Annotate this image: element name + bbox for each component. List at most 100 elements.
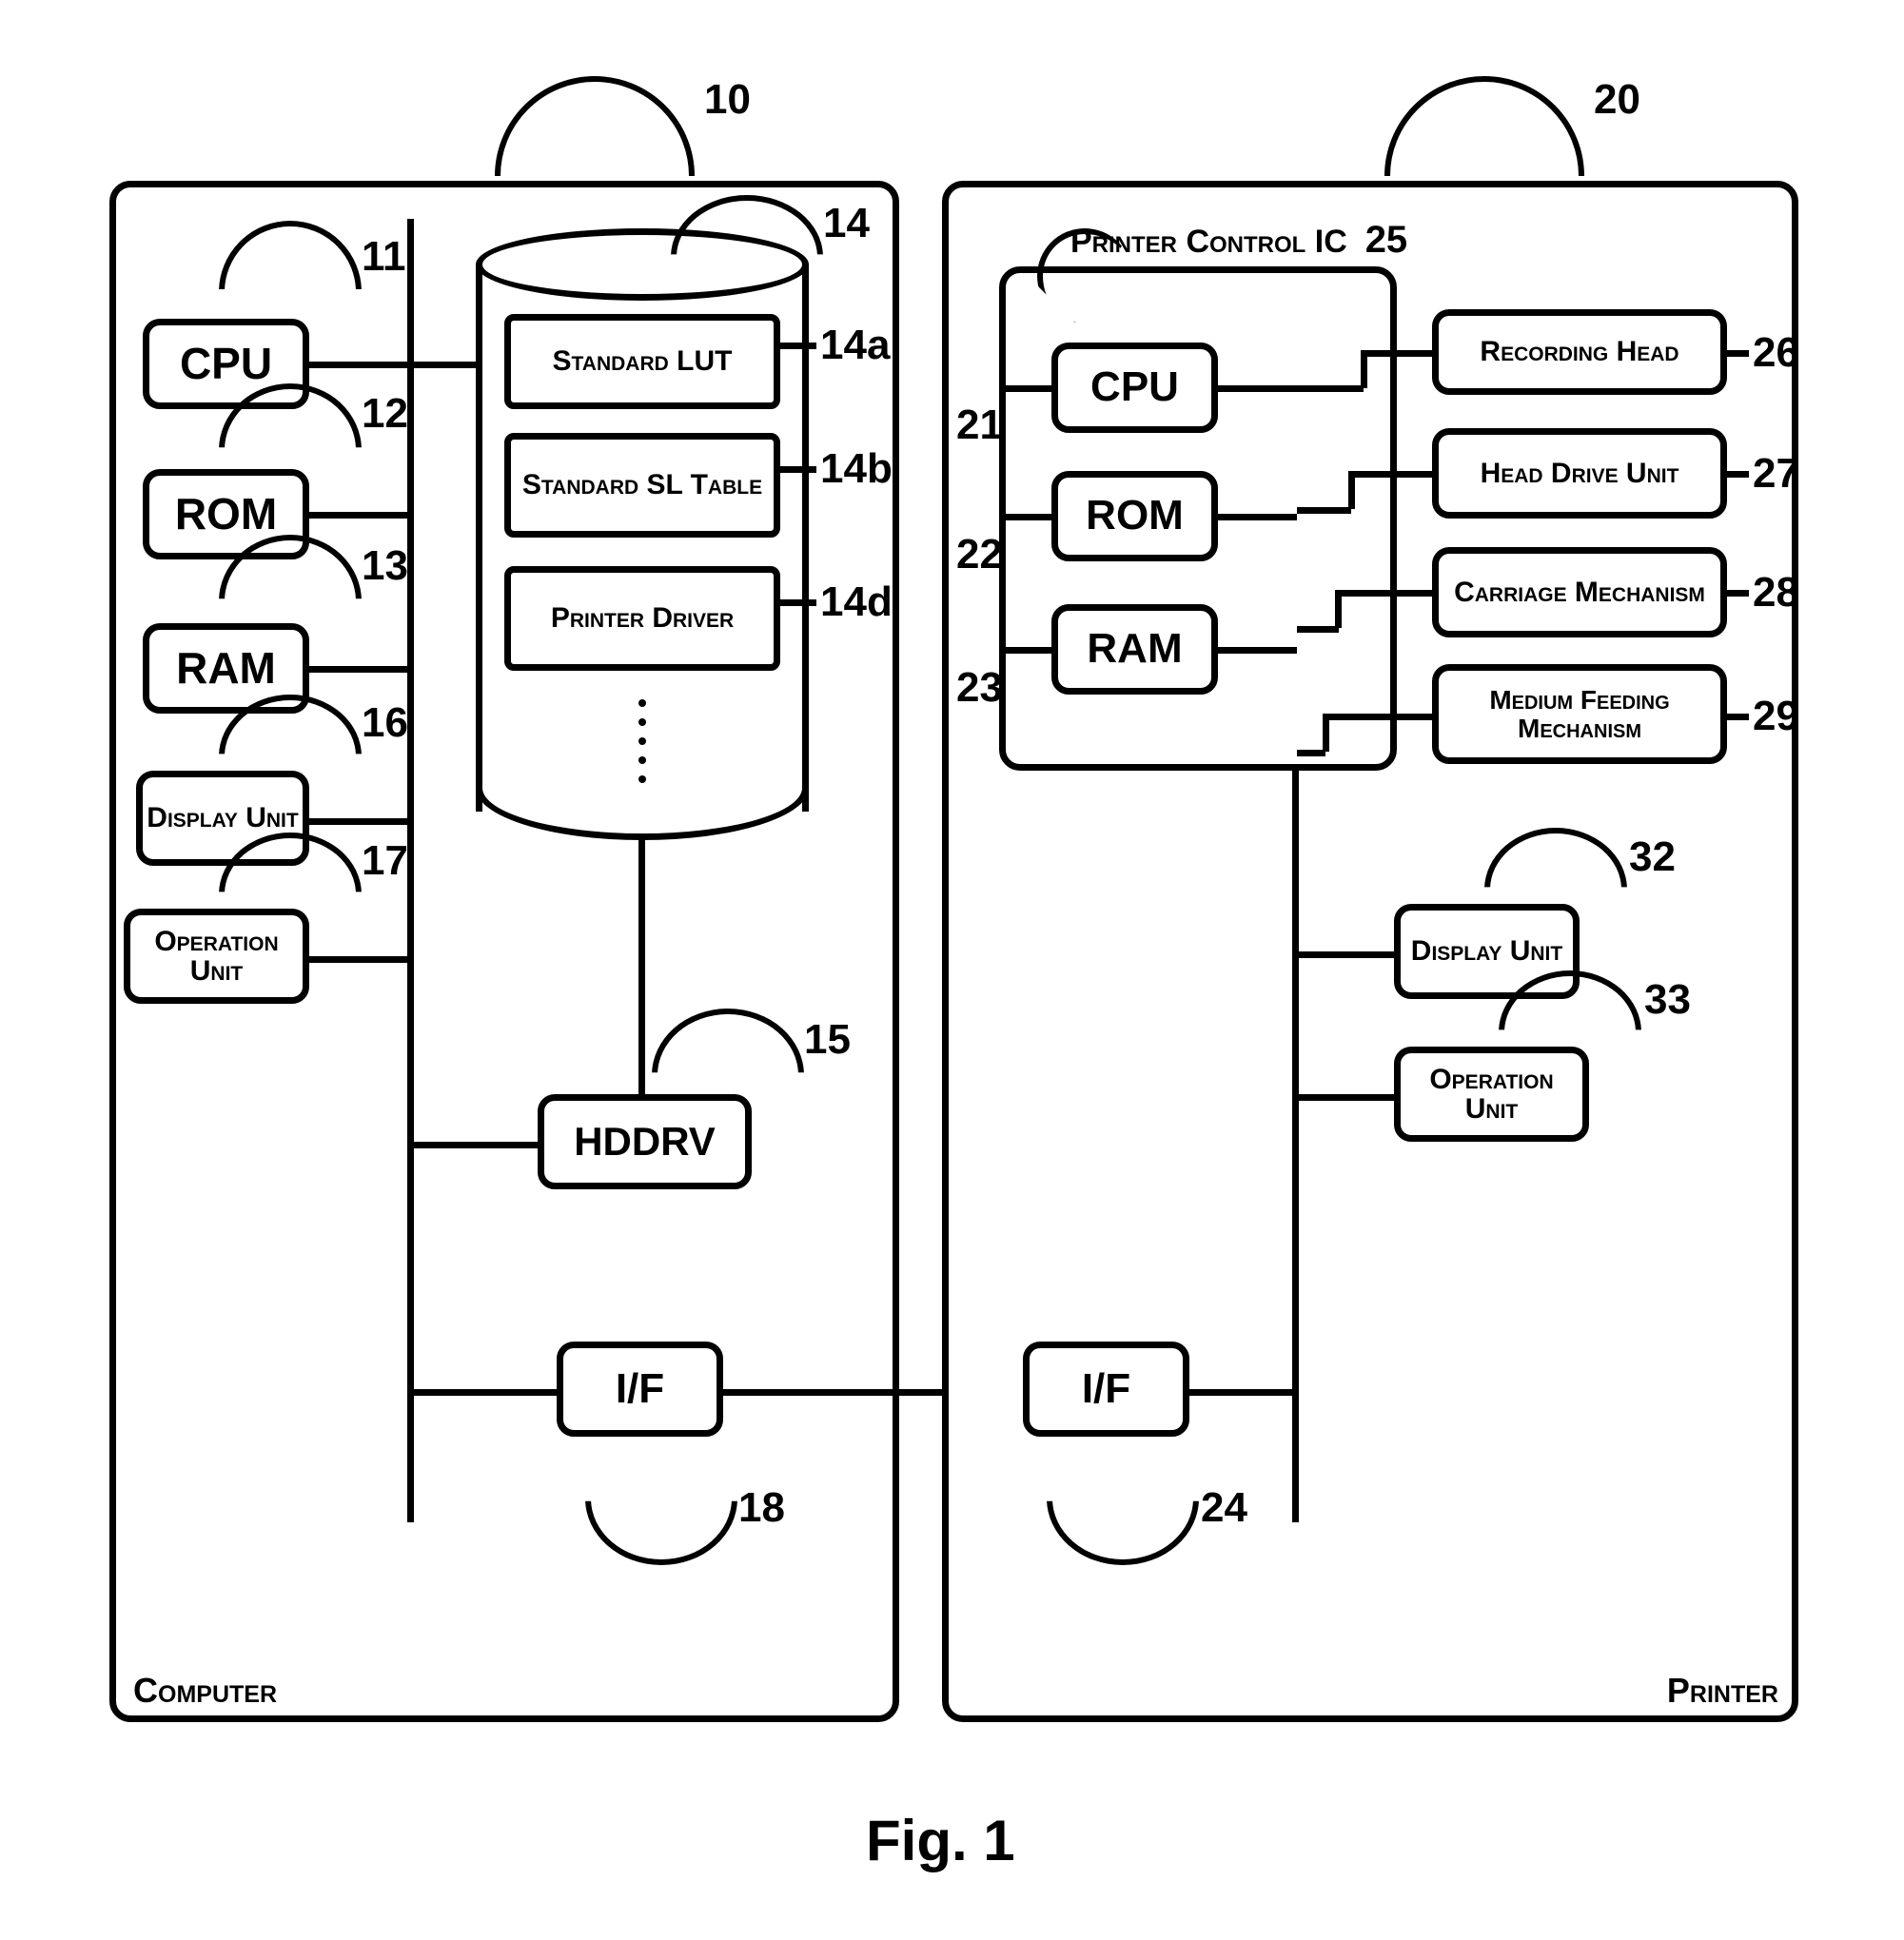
- computer-bus: [407, 219, 414, 1522]
- wire: [1720, 350, 1749, 357]
- printer-control-ic-label: Printer Control IC 25: [1070, 219, 1407, 262]
- label: Display Unit: [147, 803, 298, 833]
- ref-14d: 14d: [820, 578, 893, 626]
- ref-18: 18: [738, 1484, 785, 1532]
- ellipsis-dot: [638, 699, 646, 707]
- wire: [303, 956, 412, 963]
- wire: [1348, 471, 1435, 478]
- wire: [999, 385, 1056, 392]
- wire: [638, 837, 645, 1099]
- ic-ram: RAM: [1051, 604, 1218, 695]
- ref-26: 26: [1753, 329, 1799, 377]
- wire: [774, 343, 816, 349]
- wire: [1213, 514, 1297, 520]
- wire: [999, 647, 1056, 654]
- wire: [412, 1389, 559, 1396]
- wire: [1720, 590, 1749, 597]
- label: Printer Driver: [551, 603, 734, 634]
- medium-feeding-mechanism: Medium Feeding Mechanism: [1432, 664, 1727, 764]
- ref-33: 33: [1644, 976, 1691, 1024]
- label: CPU: [180, 341, 272, 386]
- ref-16: 16: [362, 699, 408, 747]
- ellipsis-dot: [638, 756, 646, 764]
- ref-29: 29: [1753, 693, 1799, 740]
- ref-11: 11: [362, 233, 406, 281]
- wire: [1187, 1389, 1296, 1396]
- figure-canvas: Computer 10 CPU 11 ROM 12 RAM 13 Display…: [38, 38, 1866, 1902]
- ref-15: 15: [804, 1016, 851, 1064]
- computer-frame-label: Computer: [133, 1671, 277, 1711]
- ref-25: 25: [1365, 219, 1408, 261]
- ref-28: 28: [1753, 569, 1799, 617]
- wire: [999, 514, 1056, 520]
- wire: [1720, 471, 1749, 478]
- recording-head: Recording Head: [1432, 309, 1727, 395]
- printer-frame-label: Printer: [1667, 1671, 1778, 1711]
- ellipsis-dot: [638, 775, 646, 783]
- ref-12: 12: [362, 390, 408, 438]
- label: ROM: [175, 491, 277, 537]
- wire: [1361, 350, 1435, 357]
- label: Medium Feeding Mechanism: [1439, 686, 1720, 742]
- ic-rom: ROM: [1051, 471, 1218, 561]
- wire: [774, 466, 816, 473]
- label: Head Drive Unit: [1481, 459, 1679, 489]
- ref-10: 10: [704, 76, 751, 124]
- storage-sl-table: Standard SL Table: [504, 433, 780, 538]
- label: Display Unit: [1411, 936, 1562, 967]
- label: Carriage Mechanism: [1454, 578, 1705, 608]
- label: RAM: [176, 645, 276, 691]
- ref-22: 22: [956, 531, 1003, 578]
- label: Operation Unit: [1401, 1065, 1582, 1125]
- wire: [1297, 507, 1351, 514]
- printer-if: I/F: [1023, 1342, 1189, 1437]
- ic-cpu: CPU: [1051, 343, 1218, 433]
- wire: [774, 599, 816, 606]
- ref-32: 32: [1629, 833, 1676, 881]
- ref-20: 20: [1594, 76, 1640, 124]
- ref-17: 17: [362, 837, 408, 885]
- label: RAM: [1087, 627, 1182, 671]
- wire: [303, 818, 412, 825]
- ref-24: 24: [1201, 1484, 1247, 1532]
- label: HDDRV: [574, 1121, 716, 1163]
- label: Standard LUT: [553, 346, 733, 377]
- wire: [1297, 626, 1339, 633]
- figure-caption: Fig. 1: [866, 1808, 1015, 1873]
- wire: [412, 1142, 540, 1148]
- wire: [303, 362, 412, 368]
- label: Recording Head: [1480, 337, 1678, 367]
- wire: [1720, 714, 1749, 720]
- wire: [303, 666, 412, 673]
- wire: [1213, 647, 1297, 654]
- ref-14b: 14b: [820, 445, 893, 493]
- ref-13: 13: [362, 542, 408, 590]
- wire: [1297, 951, 1397, 958]
- wire: [1297, 750, 1325, 756]
- ref-23: 23: [956, 664, 1003, 712]
- computer-if: I/F: [557, 1342, 723, 1437]
- wire: [1213, 385, 1297, 392]
- computer-operation-unit: Operation Unit: [124, 909, 309, 1004]
- ref-14a: 14a: [820, 322, 890, 369]
- label: CPU: [1090, 365, 1179, 409]
- wire: [1297, 1094, 1397, 1101]
- label: Operation Unit: [130, 927, 303, 987]
- wire: [412, 362, 483, 368]
- hddrv: HDDRV: [538, 1094, 752, 1189]
- storage-printer-driver: Printer Driver: [504, 566, 780, 671]
- ref-21: 21: [956, 402, 1003, 449]
- printer-operation-unit: Operation Unit: [1394, 1047, 1589, 1142]
- ref-27: 27: [1753, 450, 1799, 498]
- ellipsis-dot: [638, 718, 646, 726]
- label: Standard SL Table: [522, 470, 762, 500]
- storage-lut: Standard LUT: [504, 314, 780, 409]
- wire: [1323, 714, 1435, 720]
- wire: [1297, 385, 1364, 392]
- label: ROM: [1086, 494, 1184, 538]
- ref-14: 14: [823, 200, 870, 247]
- ellipsis-dot: [638, 737, 646, 745]
- label: I/F: [616, 1367, 664, 1411]
- wire: [1335, 590, 1435, 597]
- label: I/F: [1082, 1367, 1130, 1411]
